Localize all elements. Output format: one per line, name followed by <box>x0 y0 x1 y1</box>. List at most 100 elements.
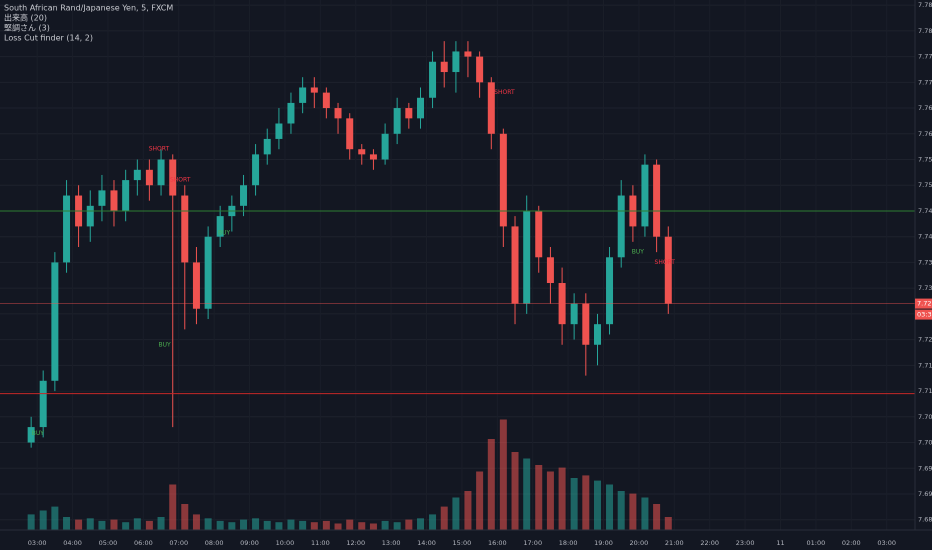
volume-bar <box>641 497 649 530</box>
volume-bar <box>98 520 106 530</box>
volume-bar <box>440 506 448 530</box>
volume-bar <box>617 491 625 530</box>
y-tick-label: 7.785 <box>918 1 932 9</box>
volume-bar <box>664 517 672 530</box>
candle-body <box>133 169 141 181</box>
x-tick-label: 17:00 <box>523 539 542 547</box>
volume-bar <box>310 522 318 530</box>
volume-bar <box>110 519 118 530</box>
candle-body <box>263 138 271 155</box>
volume-bar <box>157 517 165 530</box>
x-tick-label: 01:00 <box>807 539 826 547</box>
candle-body <box>334 108 342 119</box>
volume-bar <box>535 465 543 530</box>
volume-bar <box>192 514 200 530</box>
x-tick-label: 19:00 <box>594 539 613 547</box>
candle-body <box>511 226 519 304</box>
candle-body <box>204 236 212 309</box>
candle-body <box>570 303 578 325</box>
y-tick-label: 7.710 <box>918 387 932 395</box>
y-tick-label: 7.775 <box>918 53 932 61</box>
volume-bar <box>263 520 271 530</box>
candle-body <box>287 102 295 124</box>
candle-body <box>476 56 484 83</box>
signal-label: SHORT <box>170 177 191 184</box>
signal-label: BUY <box>32 430 45 437</box>
candle-body <box>63 195 71 263</box>
volume-bar <box>487 439 495 530</box>
volume-bar <box>405 519 413 530</box>
signal-label: BUY <box>632 249 645 256</box>
candle-body <box>86 205 94 227</box>
x-tick-label: 14:00 <box>417 539 436 547</box>
candle-body <box>429 61 437 98</box>
volume-bar <box>452 497 460 530</box>
volume-bar <box>369 523 377 530</box>
x-tick-label: 11:00 <box>311 539 330 547</box>
candle-body <box>405 108 413 119</box>
candle-body <box>464 51 472 57</box>
volume-bar <box>181 504 189 530</box>
volume-bar <box>558 467 566 530</box>
signal-label: SHORT <box>655 259 676 266</box>
volume-bar <box>570 478 578 530</box>
volume-bar <box>629 493 637 530</box>
candle-body <box>51 262 59 381</box>
y-tick-label: 7.740 <box>918 233 932 241</box>
volume-bar <box>476 471 484 530</box>
volume-bar <box>417 518 425 530</box>
candle-body <box>535 210 543 258</box>
volume-bar <box>523 458 531 530</box>
y-tick-label: 7.760 <box>918 130 932 138</box>
volume-bar <box>653 504 661 530</box>
volume-bar <box>51 506 59 530</box>
candle-body <box>192 262 200 309</box>
volume-bar <box>145 520 153 530</box>
y-tick-label: 7.690 <box>918 490 932 498</box>
x-tick-label: 03:00 <box>877 539 896 547</box>
y-tick-label: 7.700 <box>918 439 932 447</box>
candle-body <box>641 164 649 227</box>
x-tick-label: 10:00 <box>276 539 295 547</box>
candle-body <box>523 210 531 304</box>
volume-bar <box>358 522 366 530</box>
candle-body <box>157 159 165 186</box>
x-tick-label: 15:00 <box>453 539 472 547</box>
last-price-box <box>915 298 932 309</box>
candle-body <box>310 87 318 93</box>
volume-bar <box>582 475 590 530</box>
y-tick-label: 7.745 <box>918 207 932 215</box>
volume-bar <box>39 510 47 530</box>
x-tick-label: 08:00 <box>205 539 224 547</box>
candle-body <box>582 303 590 345</box>
volume-bar <box>593 480 601 530</box>
x-tick-label: 21:00 <box>665 539 684 547</box>
candle-body <box>346 118 354 150</box>
x-tick-label: 02:00 <box>842 539 861 547</box>
y-tick-label: 7.720 <box>918 336 932 344</box>
countdown-label: 03:36 <box>917 311 932 319</box>
candle-body <box>617 195 625 258</box>
candle-body <box>252 154 260 186</box>
candle-body <box>606 257 614 325</box>
countdown-box <box>915 309 932 320</box>
chart-title: South African Rand/Japanese Yen, 5, FXCM <box>4 4 173 13</box>
candle-body <box>98 190 106 206</box>
candle-body <box>664 236 672 304</box>
candle-body <box>393 108 401 134</box>
y-tick-label: 7.705 <box>918 413 932 421</box>
signal-label: BUY <box>218 230 231 237</box>
y-tick-label: 7.770 <box>918 78 932 86</box>
volume-bar <box>169 484 177 530</box>
y-tick-label: 7.750 <box>918 181 932 189</box>
last-price-label: 7.727 <box>917 300 932 308</box>
candle-body <box>440 61 448 73</box>
volume-bar <box>606 484 614 530</box>
volume-bar <box>228 522 236 530</box>
volume-bar <box>322 520 330 530</box>
volume-bar <box>511 452 519 530</box>
candle-body <box>546 257 554 284</box>
volume-bar <box>346 519 354 530</box>
